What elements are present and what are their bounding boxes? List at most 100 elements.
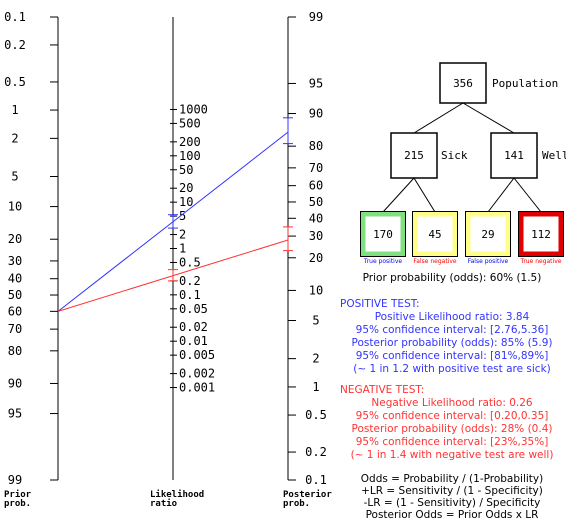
formula: Posterior Odds = Prior Odds x LR <box>366 509 539 521</box>
node-value: 141 <box>504 149 524 162</box>
tick-label: 0.005 <box>179 348 215 362</box>
node-label: Sick <box>441 149 468 162</box>
tick-label: 0.2 <box>4 38 26 52</box>
axis-label: Posterior <box>283 489 332 500</box>
tick-label: 40 <box>8 272 22 286</box>
edge <box>513 177 542 213</box>
tick-label: 1000 <box>179 102 208 116</box>
leaf-box <box>518 211 564 257</box>
leaf-caption: True negative <box>520 258 562 265</box>
tick-label: 0.2 <box>179 274 201 288</box>
tick-label: 2 <box>179 228 186 242</box>
tick-label: 60 <box>309 179 323 193</box>
tick-label: 70 <box>8 322 22 336</box>
tick-label: 30 <box>8 254 22 268</box>
formula: +LR = Sensitivity / (1 - Specificity) <box>361 485 543 497</box>
node-value: 356 <box>453 77 473 90</box>
tick-label: 0.5 <box>4 75 26 89</box>
tick-label: 95 <box>8 407 22 421</box>
tick-label: 99 <box>309 10 323 24</box>
node-value: 215 <box>404 149 424 162</box>
result-line: 95% confidence interval: [0.20,0.35] <box>356 410 549 422</box>
edge <box>382 177 415 213</box>
result-line: 95% confidence interval: [23%,35%] <box>356 436 549 448</box>
tick-label: 2 <box>312 352 319 366</box>
axis-label: prob. <box>4 499 31 509</box>
tick-label: 0.2 <box>305 445 327 459</box>
leaf-value: 112 <box>531 228 551 241</box>
edge <box>462 102 515 134</box>
tick-label: 95 <box>309 76 323 90</box>
tick-label: 50 <box>8 288 22 302</box>
tick-label: 20 <box>179 181 193 195</box>
result-line: Posterior probability (odds): 28% (0.4) <box>352 423 553 435</box>
tick-label: 20 <box>8 232 22 246</box>
leaf-box <box>412 211 458 257</box>
axis-label: prob. <box>283 499 310 509</box>
edge <box>487 177 515 213</box>
tick-label: 40 <box>309 211 323 225</box>
prior-text: Prior probability (odds): 60% (1.5) <box>363 272 542 284</box>
leaf-caption: False positive <box>468 258 509 265</box>
tick-label: 2 <box>11 131 18 145</box>
tick-label: 50 <box>179 163 193 177</box>
leaf-outline <box>518 211 564 257</box>
tick-label: 90 <box>309 107 323 121</box>
tick-label: 99 <box>8 473 22 487</box>
results: POSITIVE TEST:Positive Likelihood ratio:… <box>340 298 553 521</box>
axis-label: ratio <box>150 498 177 509</box>
tick-label: 1 <box>312 380 319 394</box>
leaf-outline <box>412 211 458 257</box>
tick-label: 5 <box>11 170 18 184</box>
tick-label: 50 <box>309 195 323 209</box>
tick-label: 5 <box>312 313 319 327</box>
leaf-box <box>360 211 406 257</box>
leaf-value: 45 <box>428 228 441 241</box>
tree: 356 Population 215 Sick 141 Well 170 Tru… <box>360 62 566 265</box>
result-line: 95% confidence interval: [81%,89%] <box>356 350 549 362</box>
result-line: Negative Likelihood ratio: 0.26 <box>371 397 533 409</box>
leaf-value: 170 <box>373 228 393 241</box>
result-line: 95% confidence interval: [2.76,5.36] <box>356 324 549 336</box>
tick-label: 10 <box>8 200 22 214</box>
section-heading: POSITIVE TEST: <box>340 298 420 310</box>
leaf-caption: False negative <box>413 258 457 265</box>
tick-label: 0.05 <box>179 302 208 316</box>
tick-label: 1 <box>11 103 18 117</box>
result-line: Positive Likelihood ratio: 3.84 <box>375 311 530 323</box>
tick-label: 80 <box>8 344 22 358</box>
tick-label: 5 <box>179 209 186 223</box>
tick-label: 60 <box>8 304 22 318</box>
nomogram: 0.10.20.51251020304050607080909599999590… <box>4 10 327 487</box>
edge <box>413 177 436 213</box>
tick-label: 0.001 <box>179 381 215 395</box>
tick-label: 90 <box>8 376 22 390</box>
axis-label: Likelihood <box>150 489 204 500</box>
section-heading: NEGATIVE TEST: <box>340 384 424 396</box>
node-label: Well <box>542 149 566 162</box>
tick-label: 10 <box>179 195 193 209</box>
tick-label: 20 <box>309 251 323 265</box>
tick-label: 30 <box>309 229 323 243</box>
tick-label: 10 <box>309 283 323 297</box>
tick-label: 0.02 <box>179 320 208 334</box>
node-box <box>490 132 538 179</box>
tick-label: 1 <box>179 242 186 256</box>
node-box <box>390 132 438 179</box>
result-line: (~ 1 in 1.2 with positive test are sick) <box>353 363 551 375</box>
node-label: Population <box>492 77 558 90</box>
result-line: Posterior probability (odds): 85% (5.9) <box>352 337 553 349</box>
leaf-outline <box>360 211 406 257</box>
leaf-box <box>465 211 511 257</box>
tick-label: 0.1 <box>179 288 201 302</box>
axis-label: Prior <box>4 489 32 500</box>
tick-label: 0.5 <box>305 408 327 422</box>
tick-label: 100 <box>179 149 201 163</box>
tick-label: 80 <box>309 139 323 153</box>
tick-label: 0.01 <box>179 334 208 348</box>
result-line: (~ 1 in 1.4 with negative test are well) <box>351 449 554 461</box>
tick-label: 500 <box>179 116 201 130</box>
tick-label: 0.1 <box>305 473 327 487</box>
leaf-caption: True positive <box>363 258 402 265</box>
leaf-outline <box>465 211 511 257</box>
